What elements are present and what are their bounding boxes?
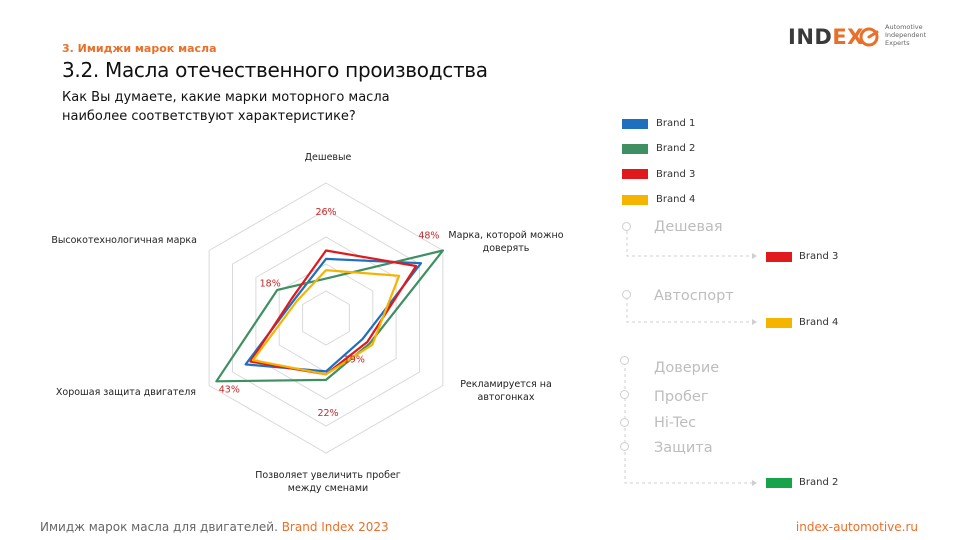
data-label: 48% [418,231,439,242]
logo: INDEX Automotive Independent Experts [788,22,938,56]
data-label: 26% [315,207,336,218]
data-label: 43% [219,385,240,396]
summary-result: Brand 2 [766,477,838,488]
summary-attribute: Доверие [654,360,720,376]
summary-attribute: Пробег [654,389,709,405]
legend-label: Brand 1 [656,118,696,130]
logo-tag-line: Automotive [885,23,923,31]
result-label: Brand 3 [799,251,839,262]
axis-label: Дешевые [305,152,352,163]
logo-wordmark: INDEX [788,25,864,49]
legend-item: Brand 3 [622,162,695,187]
result-label: Brand 2 [799,477,839,488]
page-title: 3.2. Масла отечественного производства [62,58,488,82]
summary-attribute: Автоспорт [654,288,734,304]
summary-dot [620,442,629,451]
summary-dot [622,290,631,299]
section-label: 3. Имиджи марок масла [62,42,217,55]
axis-label: Хорошая защита двигателя [56,387,196,398]
logo-tag-line: Independent [885,31,927,39]
data-label: 18% [260,279,281,290]
summary-dot [620,390,629,399]
axis-label: Высокотехнологичная марка [51,235,197,246]
footer-caption: Имидж марок масла для двигателей. Brand … [40,520,389,534]
footer-caption-accent: Brand Index 2023 [281,520,389,534]
axis-label: между сменами [288,483,368,494]
series-line [215,249,444,383]
series-line [244,257,423,373]
footer-website-link[interactable]: index-automotive.ru [795,520,918,534]
legend-swatch [622,169,648,180]
summary-dot [622,222,631,231]
data-label: 19% [344,355,365,366]
result-swatch [766,477,792,488]
logo-tagline: Automotive Independent Experts [885,23,926,47]
result-swatch [766,251,792,262]
data-label: 22% [317,408,338,419]
summary-result: Brand 4 [766,317,838,328]
summary-attribute: Дешевая [654,219,723,235]
summary-result: Brand 3 [766,251,838,262]
footer-caption-main: Имидж марок масла для двигателей. [40,520,282,534]
legend-label: Brand 3 [656,168,696,180]
series-line [251,269,401,376]
logo-word-main: IND [788,25,833,49]
grid-ring [255,236,397,400]
chart-legend: Brand 1 Brand 2 Brand 3 Brand 4 [622,111,695,212]
logo-word-accent: EX [832,25,864,49]
grid-ring [302,290,350,346]
summary-dot [620,356,629,365]
legend-swatch [622,143,648,154]
legend-label: Brand 2 [656,143,696,155]
legend-item: Brand 2 [622,136,695,161]
logo-tag-line: Experts [885,39,910,47]
result-swatch [766,317,792,328]
legend-swatch [622,194,648,205]
axis-label: автогонках [478,392,535,403]
result-label: Brand 4 [799,317,839,328]
summary-attribute: Hi-Tec [654,415,697,431]
axis-label: доверять [483,243,530,254]
legend-item: Brand 1 [622,111,695,136]
legend-label: Brand 4 [656,194,696,206]
summary-attribute: Защита [654,440,713,456]
axis-label: Марка, которой можно [448,230,563,241]
logo-mark-icon [859,27,879,47]
axis-label: Рекламируется на [460,379,552,390]
legend-swatch [622,118,648,129]
legend-item: Brand 4 [622,187,695,212]
summary-dot [620,418,629,427]
question-text: Как Вы думаете, какие марки моторного ма… [62,90,390,124]
axis-label: Позволяет увеличить пробег [255,470,401,481]
